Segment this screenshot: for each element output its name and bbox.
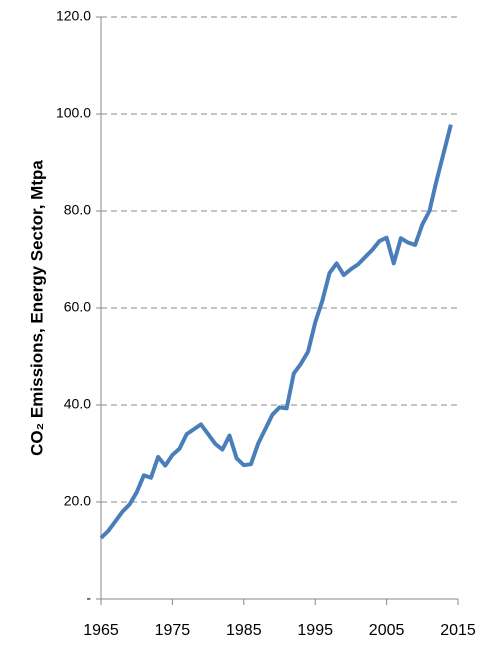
data-line	[99, 124, 453, 540]
x-tick-label: 1965	[83, 622, 119, 639]
x-tick-label: 1975	[155, 622, 191, 639]
x-tick-label: 2005	[369, 622, 405, 639]
y-tick-label: 20.0	[64, 493, 91, 509]
y-tick-label: 60.0	[64, 299, 91, 315]
x-tick-label: 2015	[440, 622, 476, 639]
y-tick-label: 40.0	[64, 396, 91, 412]
x-tick-label: 1995	[297, 622, 333, 639]
y-tick-label: -	[86, 590, 91, 606]
y-tick-label: 100.0	[56, 105, 91, 121]
y-tick-label: 80.0	[64, 202, 91, 218]
y-tick-label: 120.0	[56, 8, 91, 24]
x-tick-label: 1985	[226, 622, 262, 639]
y-axis-label: CO₂ Emissions, Energy Sector, Mtpa	[27, 160, 46, 456]
